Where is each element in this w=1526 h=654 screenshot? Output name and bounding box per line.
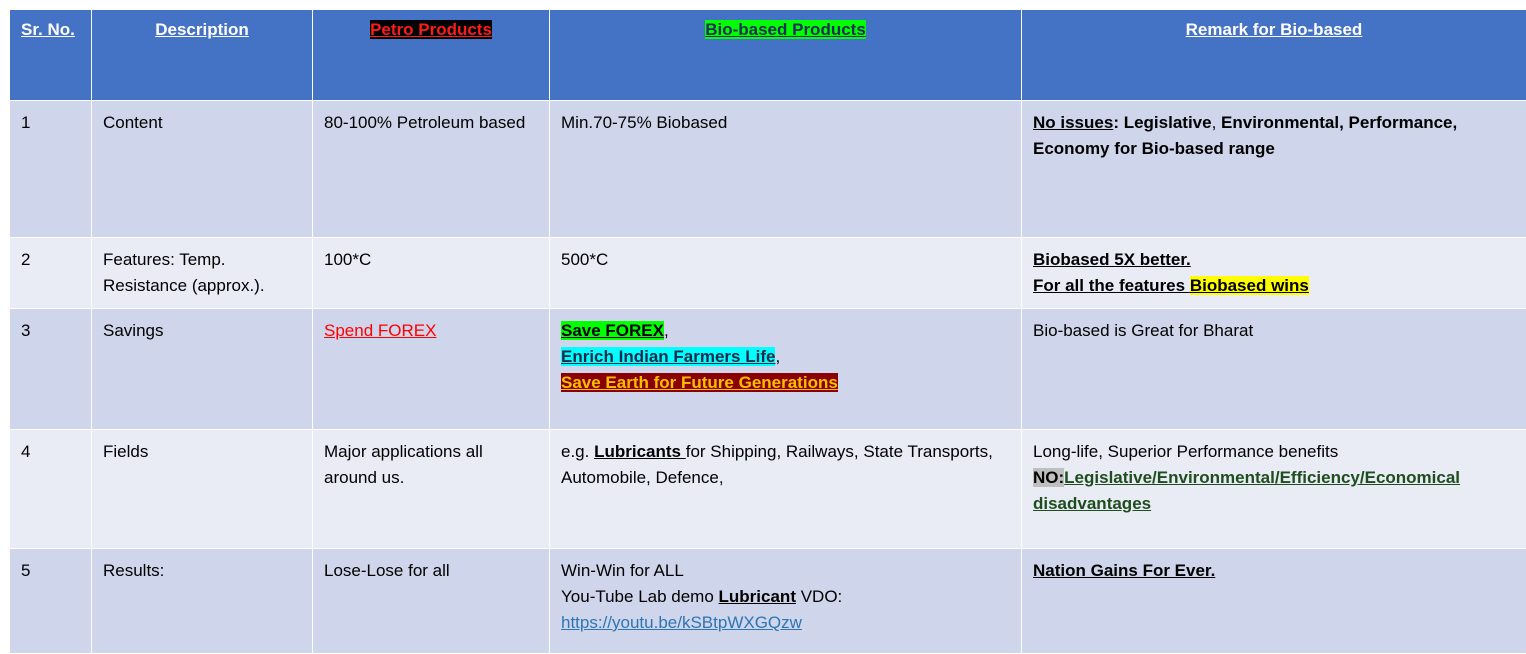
spend-forex-text: Spend FOREX [324,321,437,340]
cell-remark: Nation Gains For Ever. [1021,548,1526,654]
cell-sr-no: 3 [9,308,92,430]
cell-petro: 80-100% Petroleum based [312,100,550,238]
cell-sr-no: 4 [9,429,92,549]
cell-description: Features: Temp. Resistance (approx.). [91,237,313,309]
cell-petro: Spend FOREX [312,308,550,430]
cell-sr-no: 2 [9,237,92,309]
cell-remark: Bio-based is Great for Bharat [1021,308,1526,430]
cell-sr-no: 1 [9,100,92,238]
header-row: Sr. No. Description Petro Products Bio-b… [9,9,1526,101]
table-row: 3 Savings Spend FOREX Save FOREX, Enrich … [9,308,1526,430]
cell-description: Content [91,100,313,238]
header-bio-based-products: Bio-based Products [549,9,1022,101]
comparison-table: Sr. No. Description Petro Products Bio-b… [9,9,1526,654]
table-row: 5 Results: Lose-Lose for all Win-Win for… [9,548,1526,654]
header-remark: Remark for Bio-based [1021,9,1526,101]
table-row: 2 Features: Temp. Resistance (approx.). … [9,237,1526,309]
cell-remark: Long-life, Superior Performance benefits… [1021,429,1526,549]
cell-petro: Lose-Lose for all [312,548,550,654]
header-sr-no: Sr. No. [9,9,92,101]
cell-bio: Min.70-75% Biobased [549,100,1022,238]
header-description: Description [91,9,313,101]
cell-remark: Biobased 5X better. For all the features … [1021,237,1526,309]
cell-bio: Win-Win for ALL You-Tube Lab demo Lubrica… [549,548,1022,654]
cell-bio: Save FOREX, Enrich Indian Farmers Life, Sa… [549,308,1022,430]
cell-bio: e.g. Lubricants for Shipping, Railways, … [549,429,1022,549]
cell-description: Savings [91,308,313,430]
table-row: 4 Fields Major applications all around u… [9,429,1526,549]
youtube-link[interactable]: https://youtu.be/kSBtpWXGQzw [561,613,802,632]
cell-petro: 100*C [312,237,550,309]
cell-description: Results: [91,548,313,654]
cell-petro: Major applications all around us. [312,429,550,549]
cell-bio: 500*C [549,237,1022,309]
cell-sr-no: 5 [9,548,92,654]
cell-remark: No issues: Legislative, Environmental, P… [1021,100,1526,238]
header-petro-products: Petro Products [312,9,550,101]
table-row: 1 Content 80-100% Petroleum based Min.70… [9,100,1526,238]
cell-description: Fields [91,429,313,549]
